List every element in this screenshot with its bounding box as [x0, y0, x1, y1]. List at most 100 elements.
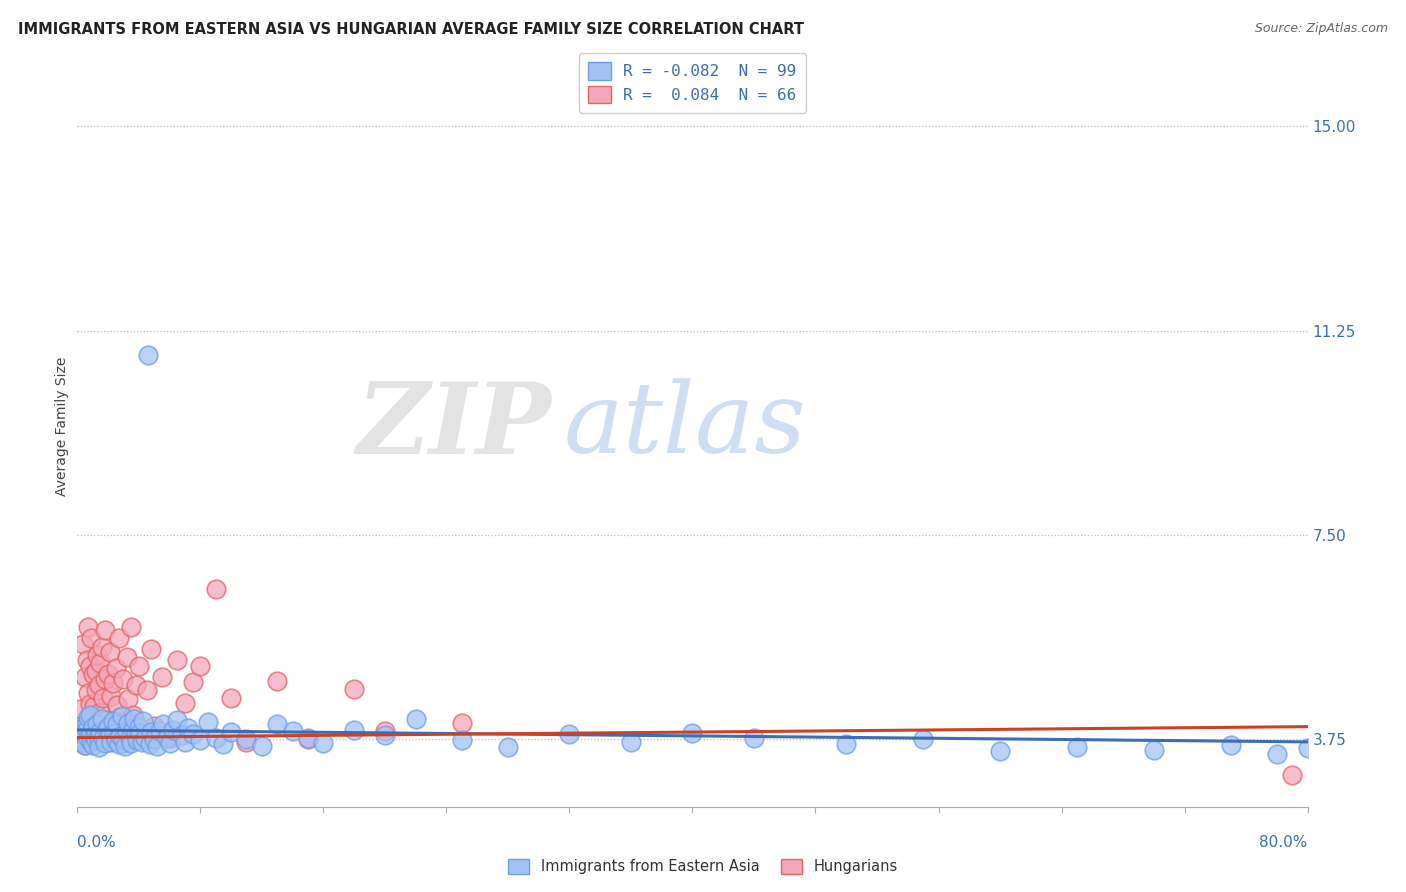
Point	[101, 676, 124, 690]
Point	[405, 712, 427, 726]
Point	[115, 724, 138, 739]
Point	[250, 739, 273, 753]
Point	[100, 689, 122, 703]
Point	[117, 715, 139, 730]
Point	[166, 713, 188, 727]
Point	[912, 731, 935, 746]
Point	[77, 620, 100, 634]
Point	[96, 723, 118, 737]
Point	[115, 650, 138, 665]
Point	[110, 710, 132, 724]
Point	[141, 725, 163, 739]
Point	[79, 728, 101, 742]
Point	[742, 731, 765, 745]
Point	[104, 733, 127, 747]
Point	[162, 723, 184, 737]
Text: ZIP: ZIP	[356, 377, 551, 475]
Point	[155, 731, 177, 745]
Text: 0.0%: 0.0%	[77, 836, 117, 850]
Point	[135, 683, 157, 698]
Point	[112, 736, 135, 750]
Point	[1281, 767, 1303, 781]
Text: Source: ZipAtlas.com: Source: ZipAtlas.com	[1254, 22, 1388, 36]
Point	[1265, 747, 1288, 761]
Point	[174, 696, 197, 710]
Point	[125, 678, 148, 692]
Point	[127, 733, 149, 747]
Point	[96, 713, 118, 727]
Point	[86, 717, 108, 731]
Point	[73, 738, 96, 752]
Point	[297, 732, 319, 747]
Point	[159, 731, 181, 745]
Point	[105, 717, 128, 731]
Point	[77, 686, 100, 700]
Point	[266, 673, 288, 688]
Point	[89, 705, 111, 719]
Point	[80, 725, 103, 739]
Point	[103, 727, 125, 741]
Point	[235, 731, 257, 746]
Point	[77, 731, 100, 745]
Point	[103, 730, 125, 744]
Point	[835, 737, 858, 751]
Point	[235, 735, 257, 749]
Point	[69, 702, 91, 716]
Point	[90, 724, 114, 739]
Point	[83, 730, 105, 744]
Point	[129, 726, 152, 740]
Point	[82, 732, 104, 747]
Point	[450, 733, 472, 747]
Point	[496, 740, 519, 755]
Point	[108, 737, 131, 751]
Point	[72, 732, 94, 747]
Point	[143, 731, 166, 746]
Point	[76, 653, 98, 667]
Point	[620, 735, 643, 749]
Point	[89, 725, 111, 739]
Point	[93, 691, 115, 706]
Point	[188, 658, 212, 673]
Point	[120, 736, 142, 750]
Point	[73, 730, 96, 744]
Point	[131, 735, 153, 749]
Point	[114, 739, 136, 753]
Point	[343, 723, 366, 737]
Point	[1066, 740, 1088, 755]
Point	[69, 728, 91, 742]
Point	[112, 672, 135, 686]
Point	[1296, 741, 1319, 756]
Point	[100, 735, 122, 749]
Point	[219, 691, 242, 706]
Point	[128, 720, 150, 734]
Point	[374, 724, 396, 739]
Point	[181, 675, 204, 690]
Point	[122, 712, 145, 726]
Point	[97, 666, 120, 681]
Point	[80, 735, 103, 749]
Point	[110, 730, 132, 744]
Point	[141, 642, 163, 657]
Point	[80, 707, 103, 722]
Point	[125, 728, 148, 742]
Point	[188, 733, 212, 747]
Point	[450, 715, 472, 730]
Point	[97, 720, 120, 734]
Point	[67, 724, 90, 739]
Point	[219, 725, 242, 739]
Point	[132, 714, 155, 729]
Point	[79, 658, 101, 673]
Point	[281, 724, 304, 739]
Text: atlas: atlas	[564, 378, 806, 474]
Point	[73, 669, 96, 683]
Point	[84, 733, 107, 747]
Point	[72, 637, 94, 651]
Point	[87, 731, 110, 746]
Point	[86, 725, 108, 739]
Point	[70, 735, 93, 749]
Point	[67, 735, 90, 749]
Point	[79, 707, 101, 722]
Point	[121, 723, 143, 737]
Point	[149, 724, 172, 739]
Point	[73, 738, 96, 752]
